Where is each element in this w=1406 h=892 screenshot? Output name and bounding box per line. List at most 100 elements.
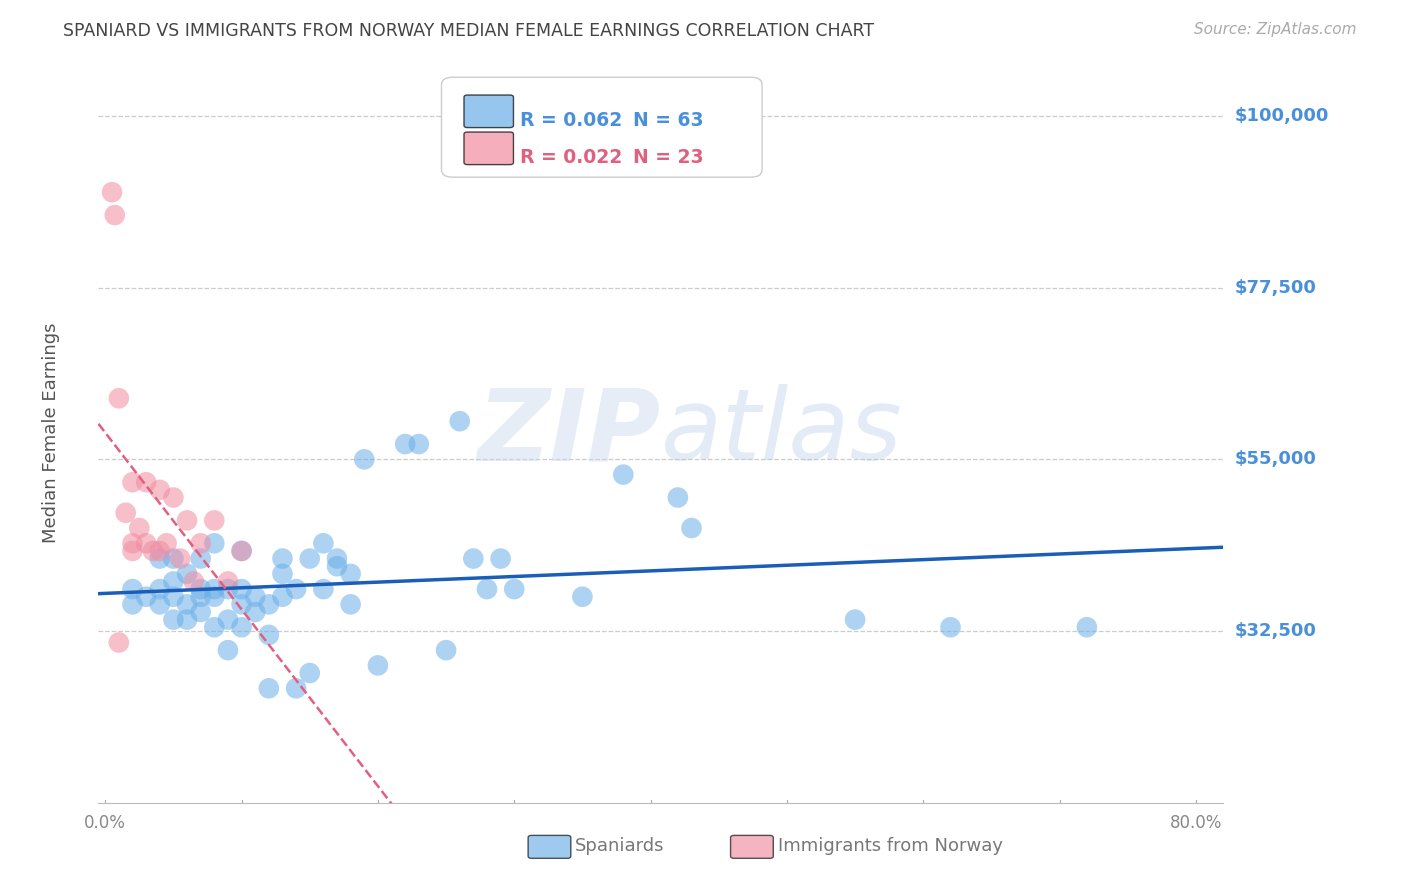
Point	[176, 598, 198, 612]
Point	[176, 566, 198, 581]
Point	[231, 544, 253, 558]
Point	[1076, 620, 1098, 634]
Point	[217, 582, 239, 596]
Point	[202, 620, 225, 634]
Point	[149, 551, 172, 566]
Point	[162, 574, 184, 589]
Point	[245, 605, 267, 619]
Point	[190, 605, 212, 619]
Point	[121, 544, 143, 558]
Point	[217, 613, 239, 627]
Point	[571, 590, 593, 604]
Point	[142, 544, 165, 558]
Point	[101, 185, 124, 199]
FancyBboxPatch shape	[731, 836, 773, 858]
FancyBboxPatch shape	[464, 132, 513, 165]
Text: Immigrants from Norway: Immigrants from Norway	[778, 837, 1002, 855]
Point	[312, 536, 335, 550]
Point	[939, 620, 962, 634]
Point	[326, 551, 349, 566]
Text: N = 23: N = 23	[633, 148, 703, 168]
Point	[612, 467, 634, 482]
Point	[394, 437, 416, 451]
Point	[121, 582, 143, 596]
Point	[257, 681, 280, 696]
Point	[121, 598, 143, 612]
Point	[183, 574, 205, 589]
Point	[149, 544, 172, 558]
Point	[231, 598, 253, 612]
Point	[162, 551, 184, 566]
Text: 80.0%: 80.0%	[1170, 814, 1222, 832]
Text: R = 0.022: R = 0.022	[520, 148, 623, 168]
Point	[503, 582, 526, 596]
Text: Median Female Earnings: Median Female Earnings	[42, 322, 60, 543]
Point	[176, 613, 198, 627]
Point	[217, 643, 239, 657]
Point	[245, 590, 267, 604]
Point	[489, 551, 512, 566]
Point	[298, 666, 321, 681]
Point	[162, 613, 184, 627]
Point	[202, 582, 225, 596]
Text: Source: ZipAtlas.com: Source: ZipAtlas.com	[1194, 22, 1357, 37]
FancyBboxPatch shape	[441, 78, 762, 178]
Point	[202, 536, 225, 550]
Point	[202, 590, 225, 604]
Point	[271, 566, 294, 581]
Point	[271, 590, 294, 604]
Point	[449, 414, 471, 428]
Point	[257, 598, 280, 612]
Point	[463, 551, 485, 566]
Point	[114, 506, 136, 520]
Point	[231, 582, 253, 596]
Point	[176, 513, 198, 527]
Point	[285, 681, 308, 696]
Point	[231, 544, 253, 558]
Text: $32,500: $32,500	[1234, 622, 1316, 640]
Point	[666, 491, 689, 505]
Text: N = 63: N = 63	[633, 112, 703, 130]
Point	[155, 536, 177, 550]
Point	[121, 536, 143, 550]
Point	[353, 452, 375, 467]
Point	[149, 582, 172, 596]
Point	[162, 590, 184, 604]
Point	[190, 551, 212, 566]
Text: 0.0%: 0.0%	[84, 814, 127, 832]
Point	[217, 574, 239, 589]
Point	[162, 491, 184, 505]
Point	[190, 536, 212, 550]
Point	[844, 613, 866, 627]
Point	[681, 521, 703, 535]
Point	[108, 391, 131, 405]
Text: $77,500: $77,500	[1234, 278, 1316, 297]
Text: ZIP: ZIP	[478, 384, 661, 481]
Text: Spaniards: Spaniards	[575, 837, 665, 855]
Text: atlas: atlas	[661, 384, 903, 481]
Point	[128, 521, 150, 535]
Point	[108, 635, 131, 649]
Point	[135, 475, 157, 490]
Point	[408, 437, 430, 451]
Point	[149, 483, 172, 497]
Point	[475, 582, 498, 596]
Point	[190, 582, 212, 596]
Point	[285, 582, 308, 596]
Point	[367, 658, 389, 673]
Text: $100,000: $100,000	[1234, 107, 1329, 125]
Point	[298, 551, 321, 566]
FancyBboxPatch shape	[529, 836, 571, 858]
Point	[104, 208, 127, 222]
Point	[312, 582, 335, 596]
Point	[271, 551, 294, 566]
Point	[135, 536, 157, 550]
Point	[231, 620, 253, 634]
Point	[135, 590, 157, 604]
FancyBboxPatch shape	[464, 95, 513, 128]
Point	[434, 643, 457, 657]
Point	[326, 559, 349, 574]
Point	[190, 590, 212, 604]
Point	[257, 628, 280, 642]
Point	[202, 513, 225, 527]
